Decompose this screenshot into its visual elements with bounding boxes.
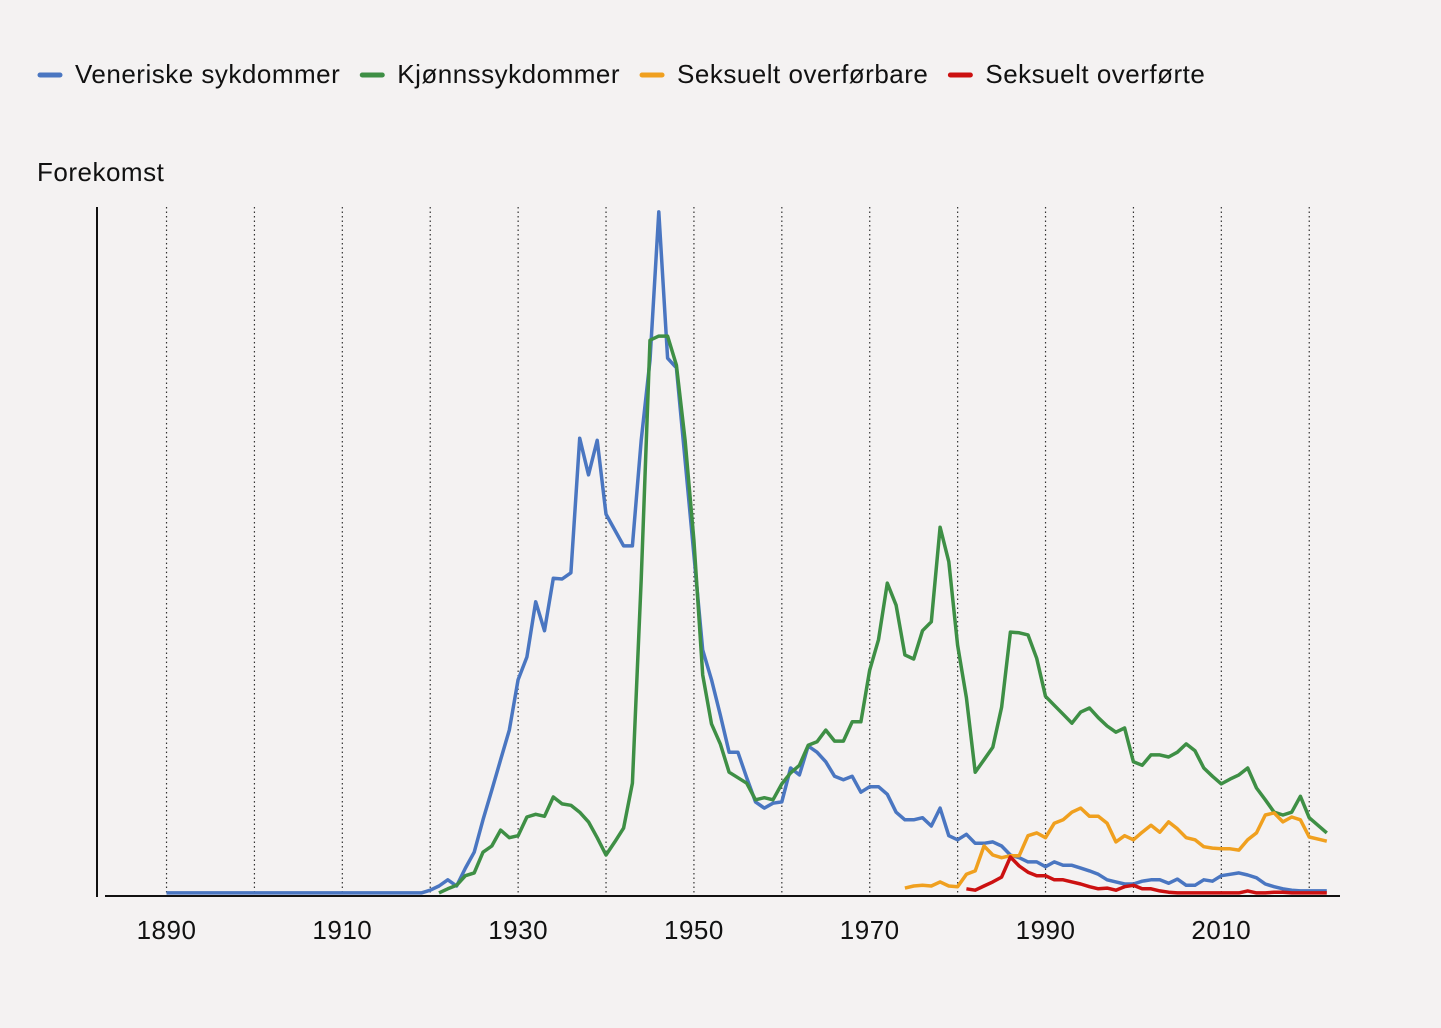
legend-label: Kjønnssykdommer bbox=[397, 59, 620, 89]
x-tick-label: 1990 bbox=[1016, 915, 1076, 945]
legend-label: Seksuelt overførbare bbox=[677, 59, 928, 89]
x-tick-label: 1930 bbox=[488, 915, 548, 945]
x-tick-label: 2010 bbox=[1191, 915, 1251, 945]
legend: Veneriske sykdommer Kjønnssykdommer Seksue… bbox=[37, 59, 1205, 89]
x-tick-label: 1910 bbox=[312, 915, 372, 945]
y-axis-label: Forekomst bbox=[37, 157, 165, 187]
line-series bbox=[438, 334, 1328, 895]
line-series bbox=[966, 855, 1327, 895]
legend-label: Seksuelt overførte bbox=[985, 59, 1205, 89]
x-tick-label: 1890 bbox=[137, 915, 197, 945]
x-tick-label: 1970 bbox=[840, 915, 900, 945]
legend-label: Veneriske sykdommer bbox=[75, 59, 340, 89]
x-tick-label: 1950 bbox=[664, 915, 724, 945]
line-series bbox=[904, 806, 1328, 890]
